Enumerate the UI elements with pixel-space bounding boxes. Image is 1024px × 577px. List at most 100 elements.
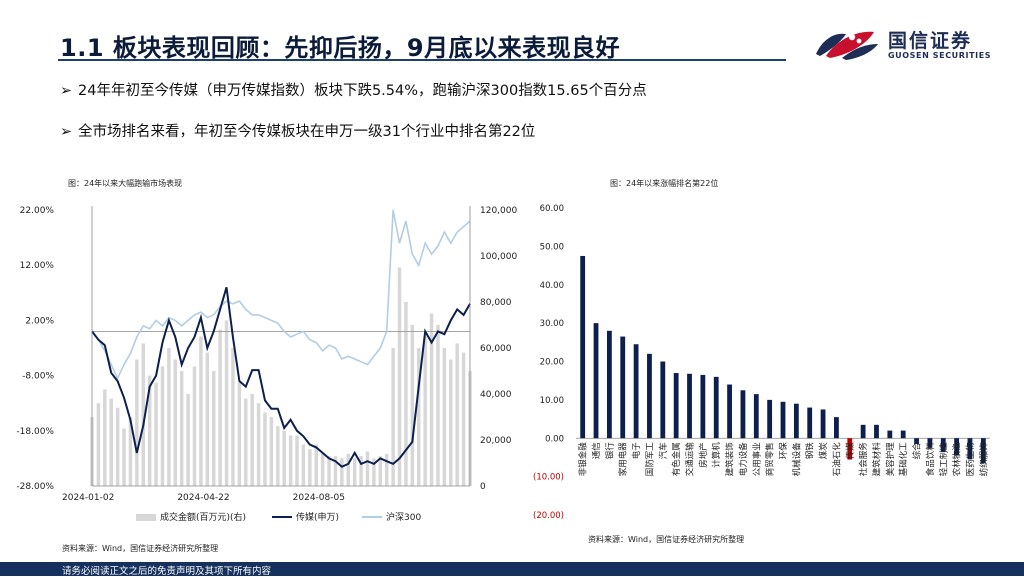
volume-bar xyxy=(244,398,248,486)
volume-bar xyxy=(397,267,402,486)
left-y-tick-label: -8.00% xyxy=(22,372,54,382)
bar xyxy=(967,438,973,460)
volume-bar xyxy=(250,394,254,486)
y-tick-labels: 60.00 50.00 40.00 30.00 20.00 10.00 0.00 (10.00… xyxy=(533,204,564,521)
y-tick-label: 20.00 xyxy=(540,358,564,368)
industry-ranking-bar-chart: 60.00 50.00 40.00 30.00 20.00 10.00 0.00 (10.00… xyxy=(533,204,990,521)
arrow-bullet-icon: ➢ xyxy=(60,124,73,140)
category-label: 房地产 xyxy=(698,442,709,468)
bar xyxy=(700,374,706,439)
category-label: 煤炭 xyxy=(818,442,829,460)
volume-bar xyxy=(237,382,242,486)
category-label: 食品饮料 xyxy=(925,442,936,477)
volume-bar xyxy=(282,430,286,486)
volume-bar xyxy=(436,325,440,486)
volume-bar xyxy=(449,359,453,486)
y-tick-label: 40.00 xyxy=(540,281,564,291)
y-tick-label: 10.00 xyxy=(540,396,564,406)
volume-bar xyxy=(378,456,383,486)
volume-bar xyxy=(346,453,351,486)
category-label: 公用事业 xyxy=(751,442,762,476)
bar xyxy=(620,336,626,439)
category-label: 电力设备 xyxy=(738,442,749,477)
volume-bar xyxy=(442,348,447,486)
bar xyxy=(834,417,839,439)
volume-bar xyxy=(199,336,203,486)
volume-bar xyxy=(96,403,101,486)
volume-bar xyxy=(301,444,306,486)
volume-bar xyxy=(359,456,363,486)
y-tick-label: 30.00 xyxy=(540,319,564,329)
volume-bar xyxy=(154,382,158,486)
right-y-tick-label: 80,000 xyxy=(480,298,512,308)
volume-bar xyxy=(192,366,197,486)
volume-bar xyxy=(455,343,459,486)
category-label: 综合 xyxy=(912,442,923,460)
category-label: 医药生物 xyxy=(965,442,976,477)
category-label: 非银金融 xyxy=(578,442,589,477)
volume-bar xyxy=(122,428,126,486)
bar xyxy=(767,399,773,439)
legend-label-media: 传媒(申万) xyxy=(296,511,339,523)
volume-bar xyxy=(410,325,415,486)
volume-bar xyxy=(288,435,293,486)
page-title: 1.1 板块表现回顾：先抑后扬，9月底以来表现良好 xyxy=(60,34,621,62)
volume-bar xyxy=(186,394,190,486)
category-label: 交通运输 xyxy=(685,442,696,477)
volume-bar xyxy=(391,348,395,486)
bar xyxy=(673,373,679,439)
bullet-item: ➢ 24年年初至今传媒（申万传媒指数）板块下跌5.54%，跑输沪深300指数15.… xyxy=(60,79,647,100)
volume-bar xyxy=(141,343,145,486)
category-label: 家用电器 xyxy=(618,442,629,477)
left-y-tick-label: -28.00% xyxy=(16,482,54,492)
right-y-tick-label: 20,000 xyxy=(480,436,512,446)
category-label: 建筑装饰 xyxy=(725,442,736,477)
volume-bar xyxy=(384,453,389,486)
volume-bar xyxy=(314,444,318,486)
right-y-tick-label: 60,000 xyxy=(480,344,512,354)
category-label: 环保 xyxy=(778,442,789,460)
category-label: 汽车 xyxy=(658,442,669,459)
category-label: 基础化工 xyxy=(898,442,909,477)
volume-bar xyxy=(372,458,376,486)
bar xyxy=(606,330,612,439)
volume-bar xyxy=(167,348,171,486)
bar xyxy=(780,401,786,439)
volume-bar xyxy=(218,329,222,486)
bar xyxy=(980,438,986,464)
legend-swatch-volume xyxy=(136,514,156,521)
x-tick-label: 2024-04-22 xyxy=(177,493,229,503)
left-y-tick-label: 22.00% xyxy=(20,206,55,216)
volume-bar xyxy=(179,371,184,486)
category-label: 计算机 xyxy=(711,442,722,468)
right-y-tick-labels: 120,000 100,000 80,000 60,000 40,000 20,000 0 xyxy=(480,206,517,492)
y-tick-label: (10.00) xyxy=(533,473,564,483)
category-label: 建筑材料 xyxy=(871,442,882,477)
left-chart-title: 图：24年以来大幅跑输市场表现 xyxy=(68,179,183,188)
volume-bar xyxy=(423,336,427,486)
bar xyxy=(807,407,813,439)
arrow-bullet-icon: ➢ xyxy=(60,83,73,99)
x-tick-label: 2024-08-05 xyxy=(293,493,345,503)
volume-bar xyxy=(205,352,210,486)
category-label: 商贸零售 xyxy=(765,442,776,476)
left-y-tick-labels: 22.00% 12.00% 2.00% -8.00% -18.00% -28.00% xyxy=(16,206,54,492)
bar xyxy=(753,394,759,439)
volume-bar xyxy=(429,313,434,486)
y-tick-label: 50.00 xyxy=(540,242,564,252)
volume-bar xyxy=(308,449,312,486)
bar xyxy=(887,430,893,439)
category-label: 机械设备 xyxy=(791,442,802,477)
logo-mark-icon xyxy=(816,31,878,60)
volume-bar xyxy=(333,456,338,486)
bar xyxy=(647,353,652,439)
category-label: 国防军工 xyxy=(644,442,655,477)
category-label: 纺织服饰 xyxy=(978,442,989,477)
bar xyxy=(847,438,853,460)
footer-disclaimer: 请务必阅读正文之后的免责声明及其项下所有内容 xyxy=(62,566,272,577)
category-label: 石油石化 xyxy=(831,442,842,477)
category-label: 美容护理 xyxy=(885,442,896,477)
csi300-line xyxy=(91,209,471,381)
volume-bar xyxy=(256,403,261,486)
volume-bar xyxy=(211,371,216,486)
